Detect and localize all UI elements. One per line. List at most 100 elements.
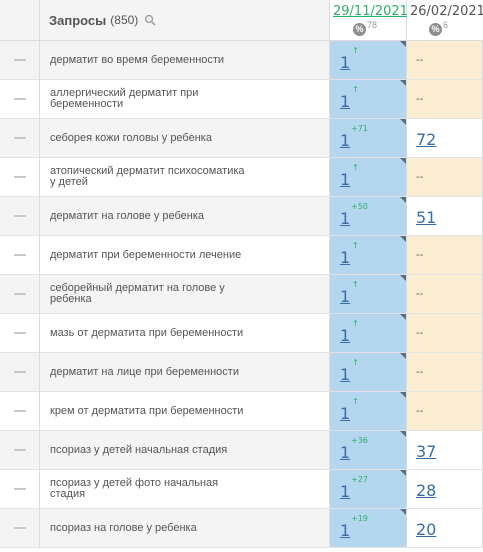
empty-position: -- <box>416 171 424 183</box>
position-cell-date1: 1 ↑ <box>330 41 407 79</box>
query-text: дерматит при беременности лечение <box>50 248 242 261</box>
row-toggle-button[interactable] <box>0 197 40 235</box>
position-delta: +50 <box>351 202 368 211</box>
row-toggle-button[interactable] <box>0 509 40 547</box>
position-link[interactable]: 1 <box>340 287 351 306</box>
query-text: дерматит на голове у ребенка <box>50 209 205 222</box>
position-cell-date1: 1 +50 <box>330 197 407 235</box>
date1-metric: 78 <box>367 20 378 30</box>
dash-icon <box>13 449 26 451</box>
position-link[interactable]: 1 <box>340 248 351 267</box>
position-cell-date1: 1 ↑ <box>330 80 407 118</box>
percent-icon: % <box>353 23 366 36</box>
table-row: крем от дерматита при беременности 1 ↑ -… <box>0 392 483 431</box>
position-link[interactable]: 1 <box>340 92 351 111</box>
row-toggle-button[interactable] <box>0 392 40 430</box>
query-text: крем от дерматита при беременности <box>50 404 244 417</box>
row-toggle-button[interactable] <box>0 80 40 118</box>
position-cell-date2: -- <box>407 275 483 313</box>
corner-marker-icon <box>400 353 406 359</box>
table-row: дерматит при беременности лечение 1 ↑ -- <box>0 236 483 275</box>
row-toggle-button[interactable] <box>0 236 40 274</box>
position-link[interactable]: 1 <box>340 521 351 540</box>
arrow-up-icon: ↑ <box>352 163 359 172</box>
position-link[interactable]: 1 <box>340 326 351 345</box>
table-row: аллергический дерматит при беременности … <box>0 80 483 119</box>
position-link[interactable]: 1 <box>340 209 351 228</box>
table-row: себорея кожи головы у ребенка 1 +71 72 <box>0 119 483 158</box>
header-queries: Запросы (850) <box>40 0 330 40</box>
table-row: дерматит на лице при беременности 1 ↑ -- <box>0 353 483 392</box>
row-toggle-button[interactable] <box>0 158 40 196</box>
position-cell-date2: 28 <box>407 470 483 508</box>
row-toggle-button[interactable] <box>0 353 40 391</box>
query-text: дерматит во время беременности <box>50 53 225 66</box>
table-header: Запросы (850) 29/11/2021 % 78 26/02/2021… <box>0 0 483 41</box>
date1-link[interactable]: 29/11/2021 <box>333 4 408 19</box>
position-cell-date2: 72 <box>407 119 483 157</box>
position-link[interactable]: 1 <box>340 53 351 72</box>
empty-position: -- <box>416 405 424 417</box>
position-cell-date2: -- <box>407 314 483 352</box>
row-toggle-button[interactable] <box>0 119 40 157</box>
query-cell: псориаз на голове у ребенка <box>40 509 330 547</box>
empty-position: -- <box>416 93 424 105</box>
corner-marker-icon <box>400 275 406 281</box>
arrow-up-icon: ↑ <box>352 358 359 367</box>
arrow-up-icon: ↑ <box>352 397 359 406</box>
position-link[interactable]: 1 <box>340 404 351 423</box>
row-toggle-button[interactable] <box>0 431 40 469</box>
table-row: дерматит во время беременности 1 ↑ -- <box>0 41 483 80</box>
position-link[interactable]: 37 <box>416 442 437 461</box>
header-date2-col[interactable]: 26/02/2021 % 6 <box>407 0 483 40</box>
position-cell-date2: -- <box>407 353 483 391</box>
arrow-up-icon: ↑ <box>352 85 359 94</box>
position-link[interactable]: 72 <box>416 130 437 149</box>
arrow-up-icon: ↑ <box>352 280 359 289</box>
position-link[interactable]: 28 <box>416 481 437 500</box>
search-icon[interactable] <box>144 14 156 26</box>
header-date1-col[interactable]: 29/11/2021 % 78 <box>330 0 408 40</box>
dash-icon <box>13 254 26 256</box>
row-toggle-button[interactable] <box>0 275 40 313</box>
date2-metric: 6 <box>443 20 449 30</box>
table-row: псориаз на голове у ребенка 1 +19 20 <box>0 509 483 548</box>
query-cell: дерматит при беременности лечение <box>40 236 330 274</box>
query-text: атопический дерматит психосоматика у дет… <box>50 165 245 188</box>
query-text: псориаз на голове у ребенка <box>50 521 197 534</box>
position-link[interactable]: 1 <box>340 131 351 150</box>
header-count: (850) <box>110 12 139 27</box>
query-text: себорейный дерматит на голове у ребенка <box>50 282 225 305</box>
corner-marker-icon <box>400 197 406 203</box>
query-cell: дерматит во время беременности <box>40 41 330 79</box>
row-toggle-button[interactable] <box>0 470 40 508</box>
position-link[interactable]: 51 <box>416 208 437 227</box>
position-link[interactable]: 1 <box>340 482 351 501</box>
header-title: Запросы <box>49 12 107 28</box>
table-row: псориаз у детей фото начальная стадия 1 … <box>0 470 483 509</box>
position-link[interactable]: 1 <box>340 365 351 384</box>
position-link[interactable]: 1 <box>340 443 351 462</box>
dash-icon <box>13 176 26 178</box>
query-text: себорея кожи головы у ребенка <box>50 131 212 144</box>
empty-position: -- <box>416 327 424 339</box>
position-cell-date2: -- <box>407 158 483 196</box>
row-toggle-button[interactable] <box>0 314 40 352</box>
table-row: себорейный дерматит на голове у ребенка … <box>0 275 483 314</box>
dash-icon <box>13 332 26 334</box>
table-row: дерматит на голове у ребенка 1 +50 51 <box>0 197 483 236</box>
position-link[interactable]: 1 <box>340 170 351 189</box>
corner-marker-icon <box>400 431 406 437</box>
query-cell: псориаз у детей начальная стадия <box>40 431 330 469</box>
date2-label: 26/02/2021 <box>410 4 483 19</box>
empty-position: -- <box>416 366 424 378</box>
query-text: мазь от дерматита при беременности <box>50 326 244 339</box>
dash-icon <box>13 137 26 139</box>
dash-icon <box>13 410 26 412</box>
position-link[interactable]: 20 <box>416 520 437 539</box>
row-toggle-button[interactable] <box>0 41 40 79</box>
dash-icon <box>13 371 26 373</box>
corner-marker-icon <box>400 236 406 242</box>
position-cell-date1: 1 ↑ <box>330 353 407 391</box>
dash-icon <box>13 527 26 529</box>
